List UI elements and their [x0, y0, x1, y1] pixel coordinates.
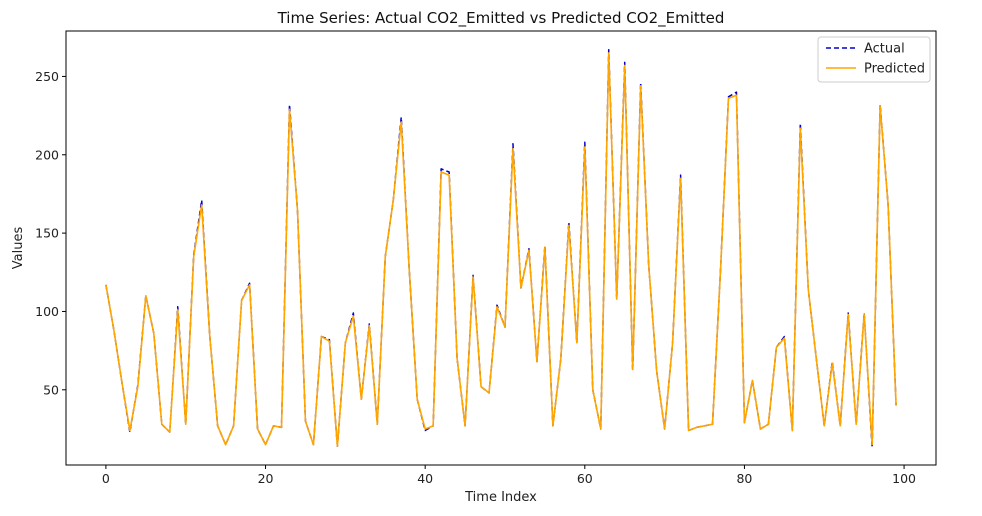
series-line-predicted	[105, 52, 897, 448]
y-tick-label: 200	[35, 147, 59, 162]
x-tick-label: 0	[102, 471, 110, 486]
y-axis-label: Values	[11, 227, 26, 270]
y-axis-ticks: 50 100 150 200 250	[35, 69, 66, 397]
legend-label-actual: Actual	[864, 42, 905, 57]
x-tick-label: 80	[736, 471, 752, 486]
x-tick-label: 20	[258, 471, 274, 486]
legend: Actual Predicted	[817, 36, 931, 83]
y-tick-label: 250	[35, 69, 59, 84]
y-tick-label: 100	[35, 304, 59, 319]
chart-title: Time Series: Actual CO2_Emitted vs Predi…	[277, 9, 725, 28]
legend-label-predicted: Predicted	[864, 62, 925, 77]
x-axis-label: Time Index	[464, 490, 537, 505]
y-tick-label: 150	[35, 226, 59, 241]
y-tick-label: 50	[43, 382, 59, 397]
series-layer	[105, 49, 897, 449]
x-axis-ticks: 0 20 40 60 80 100	[102, 465, 916, 486]
x-tick-label: 60	[577, 471, 593, 486]
plot-area	[66, 31, 936, 465]
x-tick-label: 100	[892, 471, 916, 486]
x-tick-label: 40	[417, 471, 433, 486]
plot-frame	[65, 30, 937, 466]
